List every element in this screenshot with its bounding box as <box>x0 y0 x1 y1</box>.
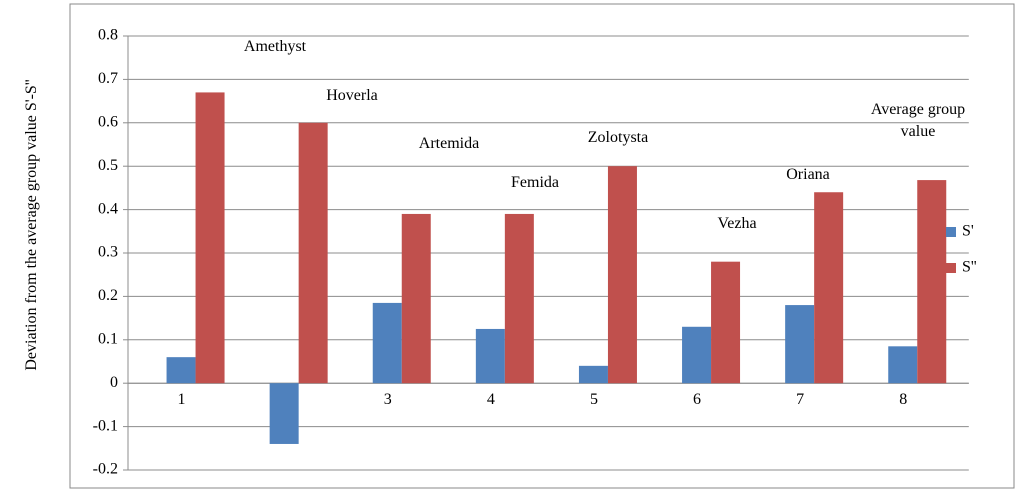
y-tick-label: -0.2 <box>93 461 118 478</box>
bar <box>578 365 608 384</box>
y-tick-label: 0.8 <box>98 27 118 44</box>
bar <box>475 328 505 384</box>
annotation: Femida <box>511 174 559 191</box>
annotation: Artemida <box>418 135 480 152</box>
x-tick-label: 8 <box>899 391 907 408</box>
bar <box>195 92 225 384</box>
annotation: Hoverla <box>326 87 378 104</box>
annotation: Oriana <box>786 166 830 183</box>
bar <box>814 192 844 384</box>
legend-swatch <box>946 227 956 237</box>
bar <box>504 213 534 384</box>
y-tick-label: 0.3 <box>98 244 118 261</box>
y-tick-label: -0.1 <box>93 417 118 434</box>
legend-label: S' <box>962 223 974 240</box>
annotation: Zolotysta <box>587 129 649 146</box>
y-axis-label: Deviation from the average group value S… <box>23 79 40 371</box>
bar <box>298 122 328 384</box>
x-tick-label: 3 <box>384 391 392 408</box>
x-tick-label: 7 <box>796 391 804 408</box>
bar <box>166 357 196 384</box>
legend-label: S'' <box>962 259 977 276</box>
bar <box>917 180 947 384</box>
y-tick-label: 0.2 <box>98 287 118 304</box>
frame <box>69 3 1015 489</box>
x-tick-label: 6 <box>693 391 701 408</box>
bar <box>401 213 431 384</box>
x-tick-label: 5 <box>590 391 598 408</box>
y-tick-label: 0.5 <box>98 157 118 174</box>
bar <box>372 302 402 384</box>
bar <box>682 326 712 384</box>
annotation: Amethyst <box>243 38 307 55</box>
y-tick-label: 0.6 <box>98 113 118 130</box>
annotation: Average group value <box>870 101 966 140</box>
x-tick-label: 4 <box>487 391 495 408</box>
bar <box>607 166 637 384</box>
x-tick-label: 1 <box>178 391 186 408</box>
legend-swatch <box>946 263 956 273</box>
bar <box>269 383 299 444</box>
bar <box>888 346 918 384</box>
bar <box>711 261 741 384</box>
y-tick-label: 0.4 <box>98 200 118 217</box>
y-tick-label: 0.1 <box>98 330 118 347</box>
bar <box>785 305 815 384</box>
annotation: Vezha <box>717 215 757 232</box>
y-tick-label: 0 <box>110 374 118 391</box>
y-tick-label: 0.7 <box>98 70 118 87</box>
